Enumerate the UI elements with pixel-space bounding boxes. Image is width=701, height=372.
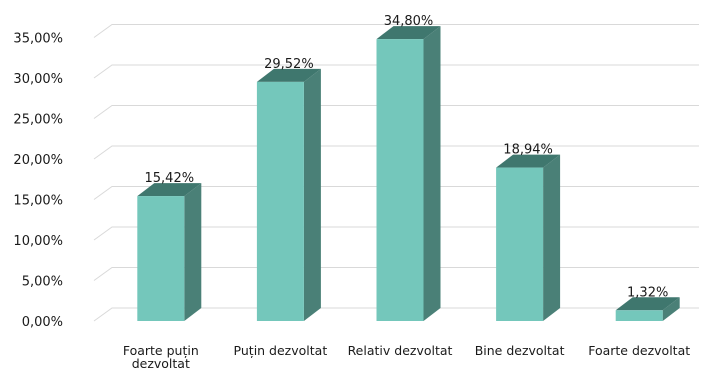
data-label: 18,94% [503, 143, 553, 158]
data-label: 29,52% [264, 57, 314, 72]
bar-top [376, 26, 441, 40]
bar-side [184, 183, 202, 321]
bar-front [615, 310, 663, 321]
bars [137, 26, 680, 322]
y-tick-label: 10,00% [13, 234, 63, 249]
bar-front [137, 196, 185, 321]
bar [376, 26, 441, 322]
bar-top [137, 183, 202, 197]
gridline [93, 64, 699, 79]
grid-lines [93, 24, 699, 322]
gridline [93, 105, 699, 119]
x-tick-label: Foarte puțin dezvoltat [123, 343, 199, 371]
bar-front [496, 167, 544, 321]
bar [256, 68, 321, 321]
x-tick-label: Bine dezvoltat [475, 343, 565, 358]
data-label: 1,32% [627, 285, 668, 300]
data-labels: 15,42% 29,52% 34,80% 18,94% 1,32% [145, 14, 669, 300]
bar-front [256, 81, 304, 321]
bar-top [615, 297, 680, 311]
y-tick-label: 30,00% [13, 72, 63, 87]
y-tick-label: 15,00% [13, 194, 63, 209]
bar-side [303, 68, 321, 321]
y-tick-label: 0,00% [22, 315, 63, 330]
bar-front [376, 39, 424, 322]
y-axis-tick-labels: 0,00% 5,00% 10,00% 15,00% 20,00% 25,00% 30,00%… [13, 32, 63, 331]
gridline [93, 24, 699, 38]
bar-side [662, 297, 680, 321]
y-tick-label: 20,00% [13, 153, 63, 168]
x-tick-label: Relativ dezvoltat [348, 343, 453, 358]
bar-top [256, 68, 321, 82]
bar [615, 297, 680, 321]
x-tick-label: Foarte dezvoltat [588, 343, 690, 358]
y-tick-label: 35,00% [13, 32, 63, 47]
category-labels: Foarte puțin dezvoltat Puțin dezvoltat Rela… [123, 343, 690, 371]
bar-top [496, 154, 561, 168]
data-label: 15,42% [145, 171, 195, 186]
gridline [93, 145, 699, 160]
bar [496, 154, 561, 321]
y-tick-label: 5,00% [22, 275, 63, 290]
x-tick-label: Puțin dezvoltat [234, 343, 328, 358]
bar-side [543, 154, 561, 321]
y-tick-label: 25,00% [13, 113, 63, 128]
bar-side [423, 26, 441, 322]
bar [137, 183, 202, 321]
data-label: 34,80% [384, 14, 434, 29]
